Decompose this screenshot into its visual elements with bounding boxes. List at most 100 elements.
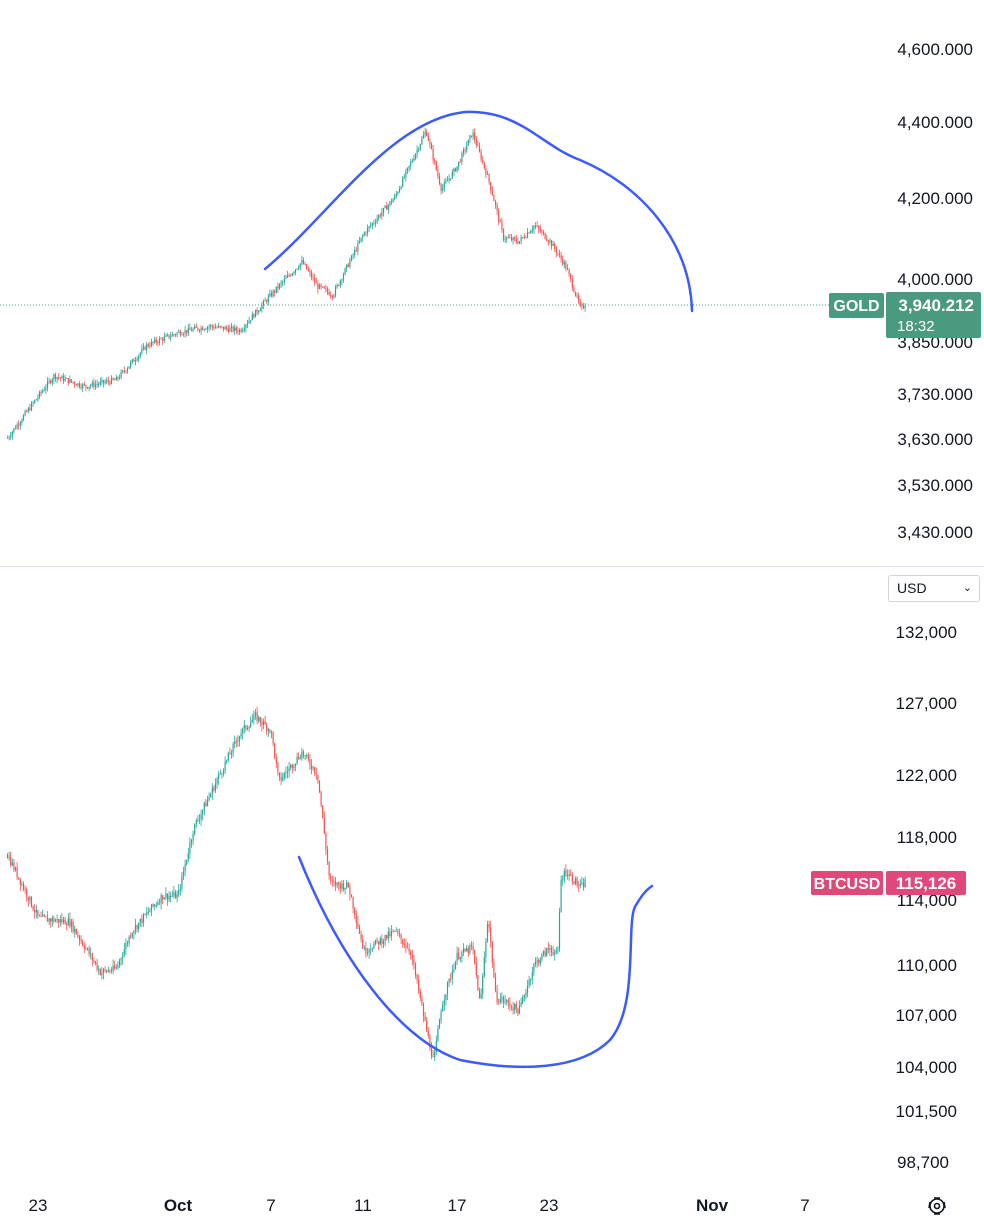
gold-candle — [80, 386, 82, 388]
gold-price-tag[interactable]: GOLD 3,940.212 18:32 — [829, 292, 981, 338]
btc-candle — [302, 751, 305, 756]
gold-candle — [123, 370, 125, 372]
gold-candle — [221, 326, 223, 328]
btc-candle — [421, 997, 423, 1005]
btc-candle — [482, 976, 484, 994]
gold-candle — [170, 336, 172, 338]
gold-candle — [392, 199, 394, 203]
gold-candle — [219, 326, 221, 327]
btc-candle — [296, 756, 298, 764]
btc-bowl-annotation[interactable] — [297, 855, 654, 1069]
btc-candle — [323, 817, 325, 834]
btc-candle — [226, 759, 228, 762]
gold-candle — [42, 390, 44, 393]
gold-candle — [386, 205, 388, 210]
gold-candle — [142, 346, 145, 349]
btc-candle — [256, 712, 258, 721]
btc-candle — [344, 887, 346, 890]
btc-candle — [413, 959, 415, 965]
gold-dome-annotation[interactable] — [263, 110, 694, 313]
gold-candle — [173, 334, 175, 336]
gold-candle — [370, 225, 372, 227]
btc-candle — [374, 939, 377, 944]
btc-pane[interactable]: 132,000 127,000 122,000 118,000 114,000 … — [6, 623, 966, 1172]
gold-candle — [227, 328, 229, 332]
gold-candle — [443, 182, 445, 188]
gold-candle — [278, 284, 281, 289]
btc-candle — [144, 914, 146, 915]
btc-candle — [88, 948, 90, 955]
btc-candle — [126, 943, 129, 944]
btc-candle — [301, 751, 303, 759]
btc-candle — [115, 967, 117, 969]
gold-candle — [251, 314, 253, 321]
gold-candle — [157, 342, 159, 344]
gold-candle — [179, 331, 181, 335]
btc-candle — [403, 943, 405, 945]
btc-candle — [62, 919, 65, 923]
gold-candle — [325, 288, 327, 290]
btc-candle — [451, 971, 453, 979]
gold-candle — [514, 237, 516, 239]
btc-candle — [306, 755, 308, 756]
btc-candle — [562, 879, 564, 881]
btc-candle — [74, 928, 76, 932]
btc-candle — [474, 949, 476, 963]
btc-candle — [366, 952, 369, 954]
gold-candle — [478, 145, 481, 152]
btc-candle — [30, 896, 33, 907]
btc-candle — [440, 1011, 442, 1020]
btc-candle — [83, 945, 85, 949]
gold-price-axis[interactable]: 4,600.000 4,400.000 4,200.000 4,000.000 … — [897, 40, 973, 542]
btc-y-tick: 118,000 — [897, 828, 957, 847]
gold-candle — [299, 263, 301, 268]
btc-candle — [538, 959, 540, 964]
time-axis[interactable]: 23 Oct 7 11 17 23 Nov 7 — [29, 1196, 810, 1215]
btc-candle — [32, 906, 34, 910]
btc-price-tag[interactable]: BTCUSD 115,126 — [811, 871, 966, 895]
gold-candle — [235, 327, 237, 331]
gold-pane[interactable]: 4,600.000 4,400.000 4,200.000 4,000.000 … — [0, 40, 981, 542]
currency-select[interactable]: USD ⌄ — [888, 575, 980, 602]
gold-candle — [509, 237, 511, 239]
btc-candle — [411, 954, 413, 960]
btc-y-tick: 104,000 — [896, 1058, 957, 1077]
btc-candle — [424, 1015, 426, 1021]
gold-candle — [418, 149, 420, 150]
gold-candle — [190, 329, 193, 331]
gold-candle — [32, 402, 34, 404]
btc-candle — [131, 933, 133, 937]
gold-candle — [205, 329, 207, 330]
btc-candle — [338, 882, 340, 885]
gold-candle — [50, 380, 52, 383]
btc-candle — [195, 820, 197, 824]
btc-last-price: 115,126 — [896, 874, 957, 893]
gold-candle — [518, 241, 521, 244]
btc-price-axis[interactable]: 132,000 127,000 122,000 118,000 114,000 … — [896, 623, 957, 1172]
gold-candle — [442, 187, 444, 191]
btc-candle — [152, 904, 154, 907]
gold-candle — [102, 380, 105, 383]
gold-candle — [16, 424, 18, 429]
btc-candle — [206, 799, 209, 807]
btc-candle — [91, 953, 93, 960]
gold-candle — [499, 221, 501, 223]
gold-candle — [571, 278, 573, 288]
btc-candle — [54, 920, 57, 922]
gear-icon[interactable] — [928, 1197, 946, 1215]
gold-candle — [574, 292, 577, 296]
btc-candle — [99, 969, 101, 975]
gold-candle — [29, 408, 31, 411]
gold-candle — [304, 264, 306, 265]
btc-candle — [554, 952, 556, 955]
btc-candle — [574, 878, 577, 884]
btc-candle — [430, 1048, 433, 1057]
gold-candle — [395, 194, 397, 196]
gold-candle — [336, 284, 338, 288]
gold-candle — [384, 205, 386, 208]
btc-candle — [363, 947, 365, 949]
btc-candle — [165, 893, 167, 898]
btc-candle — [237, 740, 239, 742]
gold-candle — [347, 264, 349, 267]
